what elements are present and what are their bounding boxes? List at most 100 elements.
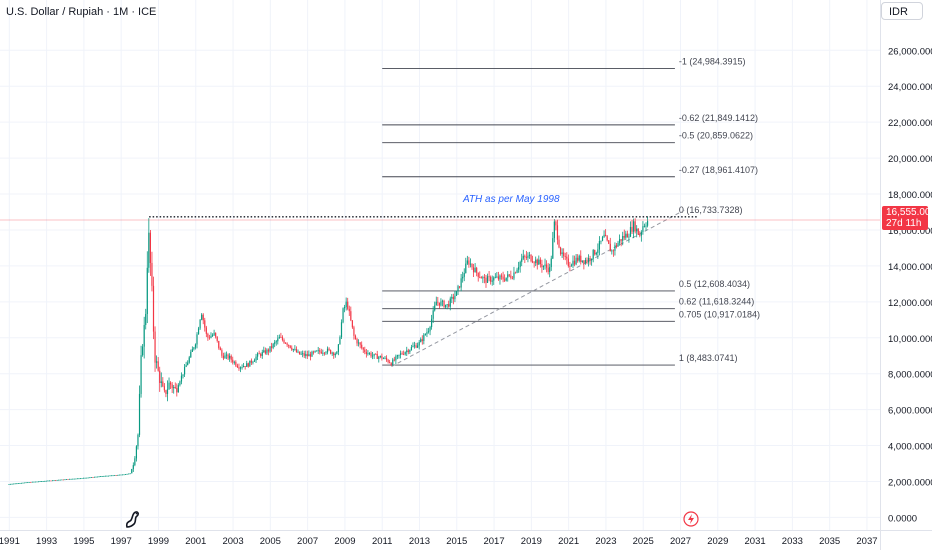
- candle-body: [368, 353, 371, 354]
- candle-body: [514, 272, 517, 274]
- x-tick-label: 2017: [483, 536, 504, 547]
- candle-body: [522, 255, 524, 259]
- candle-body: [586, 260, 588, 263]
- candle-body: [179, 381, 181, 386]
- candle-body: [48, 480, 51, 482]
- candle-body: [278, 337, 280, 339]
- candle-body: [632, 221, 635, 232]
- candle-body: [578, 255, 580, 261]
- candle-body: [44, 480, 46, 482]
- candle-body: [210, 336, 212, 338]
- candle-body: [187, 362, 189, 366]
- candle-body: [524, 255, 526, 257]
- candle-body: [39, 481, 41, 482]
- candle-body: [17, 483, 19, 484]
- candle-body: [215, 332, 217, 337]
- candle-body: [499, 275, 501, 280]
- candle-body: [486, 276, 489, 283]
- candle-body: [112, 475, 114, 477]
- candle-body: [72, 478, 74, 480]
- candle-body: [270, 346, 273, 348]
- candle-body: [432, 310, 434, 319]
- x-tick-label: 2019: [521, 536, 542, 547]
- y-axis[interactable]: 0.0000 2,000.0000 4,000.0000 6,000.0000 8,00…: [888, 46, 932, 524]
- candle-body: [463, 273, 465, 277]
- candle-body: [376, 353, 378, 359]
- tradingview-logo-icon[interactable]: [124, 509, 142, 529]
- candle-body: [626, 233, 628, 238]
- candle-body: [22, 482, 24, 484]
- candle-body: [19, 483, 21, 484]
- candle-body: [589, 257, 591, 261]
- candle-body: [302, 353, 304, 355]
- candle-body: [177, 385, 179, 393]
- candle-body: [497, 276, 500, 280]
- candle-body: [297, 351, 299, 353]
- candle-body: [269, 346, 271, 352]
- candle-body: [508, 274, 510, 276]
- candle-body: [230, 355, 232, 360]
- candle-body: [132, 465, 134, 469]
- candle-body: [373, 353, 375, 356]
- candle-body: [448, 304, 450, 307]
- candle-body: [620, 239, 622, 241]
- trendline: [391, 209, 685, 367]
- candle-body: [441, 300, 444, 302]
- candle-body: [528, 254, 531, 256]
- candle-body: [639, 234, 641, 236]
- candle-body: [567, 258, 569, 267]
- candle-body: [70, 478, 72, 480]
- candle-body: [261, 352, 263, 356]
- candle-body: [417, 345, 419, 348]
- x-tick-label: 2003: [222, 536, 243, 547]
- y-tick-label: 14,000.0000: [888, 262, 932, 273]
- candle-body: [59, 479, 61, 481]
- candle-body: [569, 266, 571, 267]
- candle-body: [53, 480, 55, 481]
- candle-body: [65, 479, 68, 480]
- candle-body: [424, 334, 426, 336]
- candle-body: [13, 483, 15, 485]
- candle-body: [62, 479, 64, 481]
- candle-body: [78, 478, 80, 480]
- candle-body: [491, 280, 493, 282]
- candle-body: [617, 242, 619, 247]
- candle-body: [483, 277, 486, 278]
- candle-body: [199, 319, 201, 329]
- candle-body: [300, 353, 302, 355]
- flash-icon[interactable]: [683, 511, 699, 527]
- candle-body: [535, 259, 537, 263]
- candle-body: [592, 249, 594, 259]
- candle-body: [601, 237, 604, 241]
- candle-body: [50, 480, 52, 482]
- fib-level-label: 1 (8,483.0741): [679, 353, 738, 363]
- x-tick-label: 2037: [856, 536, 877, 547]
- candle-body: [595, 252, 597, 255]
- candle-body: [536, 259, 538, 265]
- candle-body: [120, 474, 122, 476]
- candle-body: [455, 290, 458, 296]
- candle-body: [646, 220, 649, 226]
- candle-body: [104, 475, 106, 477]
- candle-body: [525, 256, 527, 258]
- fib-level-label: 0.5 (12,608.4034): [679, 279, 750, 289]
- candle-body: [89, 477, 91, 479]
- candle-body: [340, 322, 343, 338]
- currency-button[interactable]: IDR: [881, 2, 923, 20]
- candle-body: [371, 355, 374, 357]
- candle-body: [608, 240, 610, 244]
- candle-body: [427, 331, 430, 333]
- candle-body: [229, 355, 231, 359]
- candle-body: [151, 262, 153, 286]
- candle-body: [587, 257, 590, 263]
- candle-body: [458, 286, 461, 288]
- candle-body: [121, 474, 124, 476]
- candle-body: [384, 357, 386, 359]
- candle-body: [298, 351, 301, 355]
- candle-body: [227, 354, 229, 359]
- x-axis[interactable]: 1991 1993 1995 1997 1999 2001 2003 2005 2007 2009…: [0, 536, 878, 547]
- candle-body: [314, 350, 316, 353]
- candle-body: [337, 344, 339, 352]
- candle-body: [129, 473, 131, 475]
